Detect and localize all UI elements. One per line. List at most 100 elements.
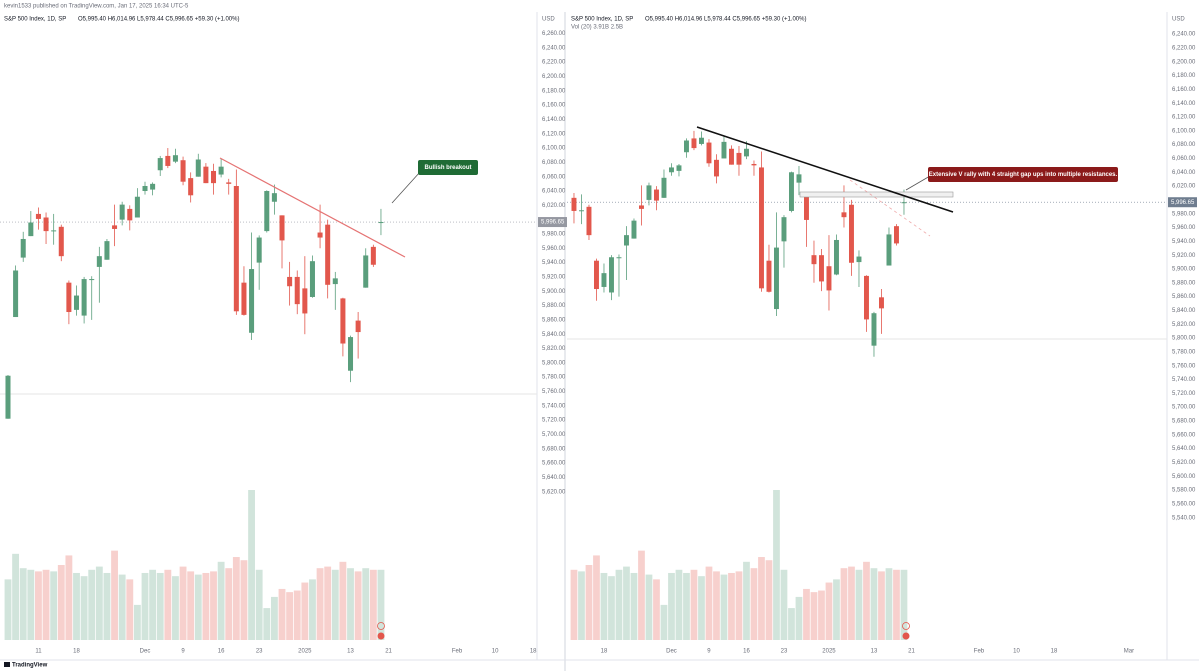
volume-bar — [750, 568, 758, 640]
event-icon[interactable] — [377, 622, 385, 630]
volume-bar — [210, 571, 217, 640]
y-tick-label: 5,580.00 — [1172, 488, 1196, 494]
event-icon[interactable] — [902, 622, 910, 630]
x-tick-label: 18 — [1051, 649, 1058, 655]
candle-body — [188, 178, 194, 196]
candle-body — [819, 255, 824, 282]
y-tick-label: 5,880.00 — [542, 303, 566, 309]
volume-bar — [27, 569, 35, 640]
y-tick-label: 6,040.00 — [542, 189, 566, 195]
y-tick-label: 5,740.00 — [542, 403, 566, 409]
event-icon[interactable] — [902, 632, 910, 640]
volume-bar — [172, 576, 179, 640]
volume-bar — [80, 576, 88, 640]
trend-line — [696, 126, 954, 213]
y-tick-label: 6,200.00 — [1172, 59, 1196, 65]
volume-bar — [217, 561, 225, 640]
candle-body — [714, 159, 719, 177]
volume-bar — [623, 566, 630, 640]
currency: USD — [1172, 17, 1185, 23]
candle-body — [287, 276, 293, 287]
y-tick-label: 6,060.00 — [542, 174, 566, 180]
x-tick-label: Feb — [974, 649, 985, 655]
x-tick-label: 13 — [347, 649, 354, 655]
candle-body — [370, 246, 376, 265]
brand: TradingView — [12, 663, 48, 669]
annotation-box — [418, 160, 478, 175]
y-tick-label: 5,920.00 — [542, 275, 566, 281]
candle-body — [736, 152, 742, 165]
candle-body — [302, 288, 308, 314]
candle-body — [249, 269, 255, 333]
volume-bar — [615, 569, 623, 640]
candle-body — [180, 160, 186, 182]
candle-body — [165, 155, 171, 166]
x-tick-label: 18 — [601, 649, 608, 655]
candle-body — [856, 256, 862, 263]
y-tick-label: 6,080.00 — [1172, 142, 1196, 148]
candle-body — [676, 165, 682, 171]
candle-body — [28, 222, 34, 237]
candle-body — [73, 295, 80, 310]
candle-body — [751, 163, 757, 166]
y-tick-label: 5,700.00 — [1172, 405, 1196, 411]
candle-body — [35, 213, 41, 219]
candle-body — [294, 276, 300, 305]
y-tick-label: 5,560.00 — [1172, 501, 1196, 507]
event-icon[interactable] — [377, 632, 385, 640]
last-price-box — [538, 217, 567, 228]
candle-body — [134, 196, 140, 218]
x-tick-label: Dec — [140, 649, 151, 655]
candle-body — [796, 174, 802, 183]
candle-body — [256, 237, 262, 263]
candle-body — [348, 337, 354, 371]
volume-bar — [570, 569, 578, 640]
volume-bar — [331, 569, 339, 640]
y-tick-label: 5,620.00 — [1172, 460, 1196, 466]
x-tick-label: Feb — [452, 649, 463, 655]
y-tick-label: 6,160.00 — [542, 103, 566, 109]
y-tick-label: 6,080.00 — [542, 160, 566, 166]
volume-bar — [278, 588, 286, 640]
volume-bar — [354, 571, 362, 640]
volume-bar — [878, 571, 885, 640]
candle-body — [699, 137, 704, 144]
volume-bar — [164, 569, 172, 640]
candle-body — [594, 260, 599, 290]
candle-body — [89, 279, 95, 281]
candle-body — [871, 313, 877, 346]
y-tick-label: 5,720.00 — [1172, 391, 1196, 397]
volume-bar — [788, 608, 795, 640]
x-tick-label: 2025 — [822, 649, 836, 655]
callout-pointer — [905, 175, 931, 191]
y-tick-label: 5,540.00 — [1172, 515, 1196, 521]
y-tick-label: 6,160.00 — [1172, 87, 1196, 93]
candle-body — [849, 204, 854, 263]
candle-body — [901, 202, 907, 204]
candle-body — [631, 220, 637, 239]
volume-bar — [156, 572, 164, 640]
volume-bar — [19, 568, 27, 640]
y-tick-label: 6,180.00 — [1172, 73, 1196, 79]
resistance-zone — [799, 191, 954, 198]
volume-bar — [578, 571, 585, 640]
volume-bar — [713, 571, 720, 640]
y-tick-label: 6,140.00 — [1172, 101, 1196, 107]
candle-body — [96, 256, 102, 267]
y-tick-label: 5,800.00 — [542, 360, 566, 366]
volume-bar — [65, 555, 73, 640]
candle-body — [691, 138, 697, 149]
y-tick-label: 5,680.00 — [542, 446, 566, 452]
x-tick-label: 23 — [256, 649, 263, 655]
volume-bar — [743, 561, 750, 640]
volume-bar — [316, 568, 324, 640]
candle-body — [81, 279, 87, 316]
volume-bar — [690, 569, 698, 640]
trend-line — [219, 157, 406, 258]
volume-bar — [369, 569, 377, 640]
candle-body — [789, 172, 794, 211]
candle-body — [729, 148, 734, 165]
x-tick-label: 18 — [530, 649, 537, 655]
volume-bar — [885, 568, 893, 640]
